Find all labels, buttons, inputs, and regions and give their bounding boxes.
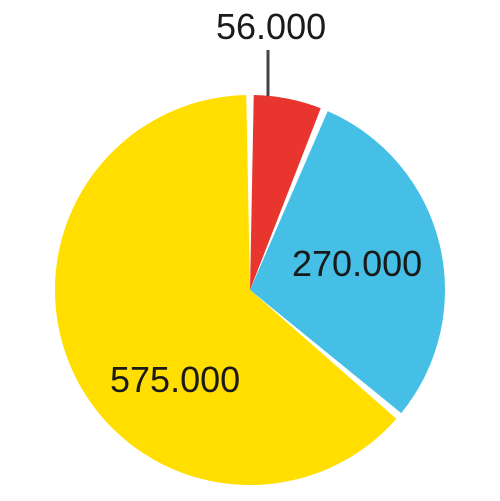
slice-label: 270.000: [292, 243, 422, 284]
pie-chart: 270.000 575.000 56.000: [0, 0, 500, 501]
slice-label: 575.000: [110, 359, 240, 400]
pie-svg: 270.000 575.000: [0, 0, 500, 501]
slice-callout-label: 56.000: [216, 6, 326, 48]
